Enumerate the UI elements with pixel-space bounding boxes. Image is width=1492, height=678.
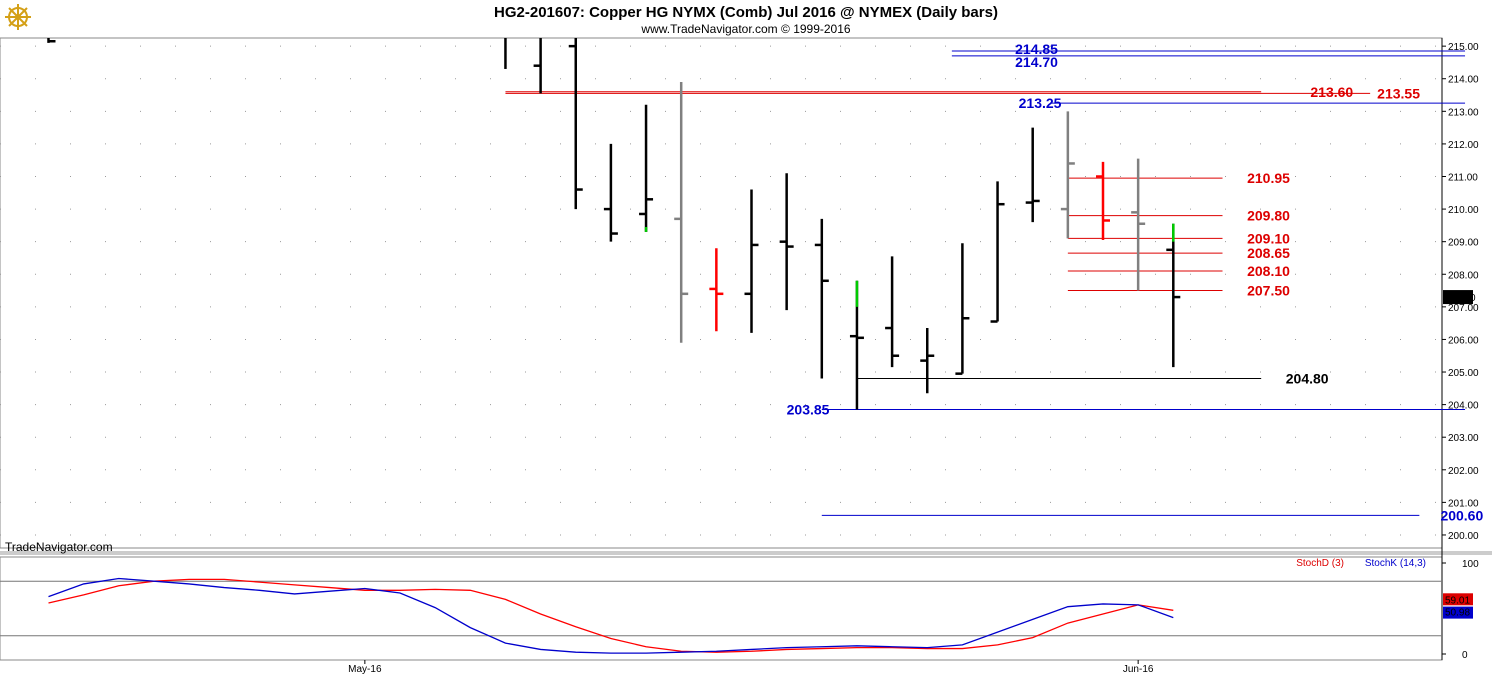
stochd-value-label: 59.01 [1445, 595, 1470, 606]
ohlc-bar [779, 173, 794, 311]
level-label: 208.10 [1247, 263, 1290, 279]
stoch-line [48, 577, 1174, 654]
y-tick-label: 211.00 [1448, 172, 1478, 183]
level-label: 213.25 [1019, 95, 1062, 111]
y-tick-label: 215.00 [1448, 42, 1479, 53]
stochk-value-box [1443, 606, 1473, 619]
y-tick-label: 207.00 [1448, 303, 1479, 314]
stochd-value-box [1443, 593, 1473, 606]
ohlc-bar [639, 104, 654, 232]
y-tick-label: 208.00 [1448, 270, 1479, 281]
ohlc-bar [568, 38, 583, 210]
x-tick-label: Jun-16 [1123, 664, 1154, 675]
level-label: 214.70 [1015, 54, 1058, 70]
ohlc-bar [849, 280, 864, 410]
y-tick-label: 200.00 [1448, 531, 1479, 542]
ohlc-bar [885, 256, 900, 368]
y-tick-label: 212.00 [1448, 140, 1479, 151]
ohlc-bar [744, 189, 759, 333]
legend-stochk: StochK (14,3) [1365, 558, 1426, 569]
x-tick-label: May-16 [348, 664, 382, 675]
level-label: 203.85 [787, 402, 830, 418]
last-price-box [1443, 290, 1473, 305]
axes: 215.00 214.00 213.00 212.00 211.00 210.00 209.… [348, 42, 1479, 675]
ohlc-bar [990, 181, 1005, 323]
level-label: 207.50 [1247, 283, 1290, 299]
stoch-pane [0, 556, 1443, 661]
ship-wheel-icon [5, 4, 31, 30]
chart-panes [0, 37, 1492, 661]
y-tick-label: 202.00 [1448, 466, 1479, 477]
y-tick-label: 213.00 [1448, 107, 1479, 118]
ohlc-bar [1060, 111, 1075, 239]
y-tick-label: 203.00 [1448, 433, 1479, 444]
y-tick-label: 206.00 [1448, 335, 1479, 346]
level-label: 200.60 [1440, 507, 1483, 523]
y-tick-label: 204.00 [1448, 401, 1479, 412]
ohlc-bar [955, 243, 970, 375]
ohlc-bar [814, 218, 829, 379]
ohlc-bar [603, 143, 618, 242]
stoch-y-tick-label: 0 [1462, 650, 1468, 661]
last-price-label: 207.30 [1445, 293, 1476, 304]
level-label: 209.10 [1247, 230, 1290, 246]
level-label: 208.65 [1247, 245, 1290, 261]
y-tick-label: 214.00 [1448, 75, 1479, 86]
ohlc-bar [709, 248, 724, 332]
chart-title: HG2-201607: Copper HG NYMX (Comb) Jul 20… [494, 4, 998, 21]
ohlc-bar [1131, 158, 1146, 291]
level-label: 214.85 [1015, 41, 1058, 57]
watermark-text: TradeNavigator.com [5, 540, 113, 554]
level-label: 209.80 [1247, 208, 1290, 224]
ohlc-bar [674, 81, 689, 343]
ohlc-bar [1025, 127, 1040, 223]
copyright-text: www.TradeNavigator.com © 1999-2016 [640, 22, 850, 36]
ohlc-bar [1166, 223, 1181, 368]
stoch-line [48, 578, 1174, 653]
legend-stochd: StochD (3) [1296, 558, 1344, 569]
ohlc-bar [1096, 161, 1110, 241]
level-label: 210.95 [1247, 170, 1290, 186]
y-tick-label: 201.00 [1448, 498, 1479, 509]
y-tick-label: 205.00 [1448, 368, 1479, 379]
level-label: 204.80 [1286, 371, 1329, 387]
ohlc-bar [47, 38, 56, 43]
y-tick-label: 210.00 [1448, 205, 1479, 216]
level-label: 213.60 [1310, 84, 1353, 100]
level-label: 213.55 [1377, 85, 1420, 101]
ohlc-bar [533, 38, 542, 94]
stochk-value-label: 50.98 [1445, 608, 1470, 619]
ohlc-bar [920, 328, 935, 394]
stochastic-panel: 50.98 59.01 [0, 577, 1473, 654]
price-bars [47, 38, 1181, 410]
stoch-y-tick-label: 100 [1462, 559, 1479, 570]
y-tick-label: 209.00 [1448, 238, 1479, 249]
